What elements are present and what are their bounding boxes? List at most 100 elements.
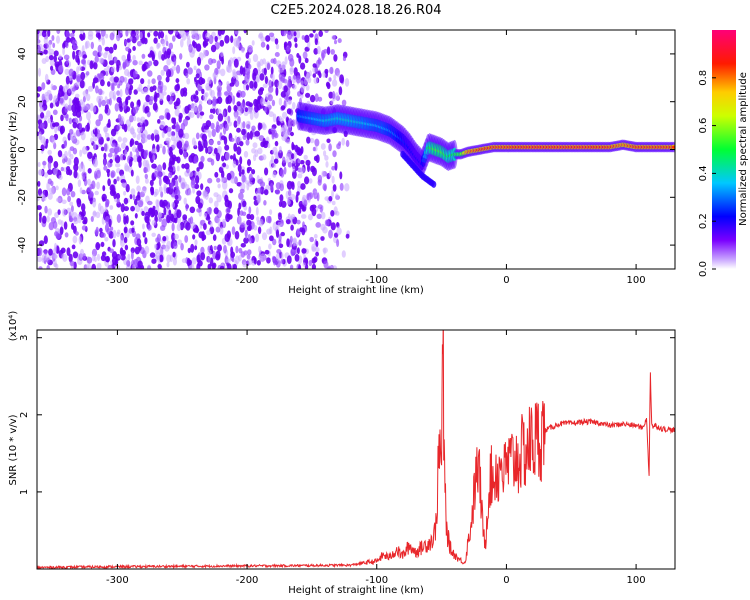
noise-speckle: [263, 67, 267, 76]
noise-speckle: [246, 213, 251, 220]
noise-speckle: [175, 179, 179, 189]
noise-speckle: [192, 40, 196, 47]
colorbar-label: Normalized spectral amplitude: [738, 72, 749, 226]
noise-speckle: [220, 135, 226, 141]
noise-speckle: [324, 30, 329, 33]
noise-speckle: [286, 45, 290, 52]
noise-speckle: [101, 193, 107, 202]
noise-speckle: [157, 31, 161, 40]
noise-speckle: [150, 189, 155, 196]
noise-speckle: [216, 108, 222, 115]
noise-speckle: [48, 248, 53, 256]
noise-speckle: [217, 183, 221, 189]
noise-speckle: [172, 251, 176, 258]
noise-speckle: [65, 75, 70, 85]
noise-speckle: [246, 132, 251, 141]
noise-speckle: [302, 194, 307, 201]
noise-speckle: [286, 238, 290, 248]
noise-speckle: [305, 159, 311, 166]
noise-speckle: [269, 235, 274, 242]
noise-speckle: [198, 161, 204, 170]
noise-speckle: [165, 76, 170, 83]
noise-speckle: [239, 156, 243, 165]
colorbar-ticks: 0.0 0.2 0.4 0.6 0.8: [698, 70, 716, 277]
noise-speckle: [119, 105, 123, 112]
noise-speckle: [261, 232, 268, 241]
noise-speckle: [256, 194, 262, 204]
noise-speckle: [108, 60, 115, 66]
noise-speckle: [175, 78, 180, 84]
noise-speckle: [163, 207, 167, 216]
noise-speckle: [109, 76, 115, 82]
noise-speckle: [186, 78, 191, 85]
noise-speckle: [43, 235, 48, 245]
noise-speckle: [194, 34, 199, 41]
noise-speckle: [263, 189, 269, 196]
noise-speckle: [47, 117, 52, 124]
noise-speckle: [109, 184, 115, 192]
noise-speckle: [82, 32, 86, 40]
noise-speckle: [97, 44, 103, 54]
noise-speckle: [309, 33, 314, 38]
noise-speckle: [48, 48, 55, 55]
noise-speckle: [109, 248, 114, 254]
noise-speckle: [157, 264, 162, 269]
noise-speckle: [168, 209, 172, 216]
noise-speckle: [326, 138, 331, 144]
colorbar-tick-label: 0.2: [698, 213, 709, 229]
noise-speckle: [281, 124, 287, 132]
noise-speckle: [89, 60, 94, 70]
noise-speckle: [219, 226, 224, 235]
noise-speckle: [195, 90, 199, 96]
noise-speckle: [163, 186, 167, 194]
noise-speckle: [180, 243, 184, 251]
noise-speckle: [144, 216, 150, 224]
noise-speckle: [55, 197, 62, 203]
noise-speckle: [46, 215, 50, 223]
noise-speckle: [115, 162, 121, 168]
noise-speckle: [227, 263, 232, 269]
noise-speckle: [204, 191, 209, 200]
noise-speckle: [254, 130, 260, 137]
noise-speckle: [245, 101, 251, 107]
noise-speckle: [171, 201, 176, 208]
noise-speckle: [96, 262, 102, 269]
noise-speckle: [188, 171, 194, 177]
noise-speckle: [229, 137, 235, 142]
noise-speckle: [62, 208, 67, 217]
noise-speckle: [324, 68, 329, 74]
noise-speckle: [164, 244, 170, 252]
noise-speckle: [53, 254, 58, 259]
noise-speckle: [38, 169, 44, 176]
noise-speckle: [149, 209, 155, 218]
noise-speckle: [132, 54, 136, 61]
noise-speckle: [64, 68, 70, 76]
noise-speckle: [283, 41, 288, 48]
noise-speckle: [44, 189, 49, 198]
noise-speckle: [256, 260, 261, 266]
noise-speckle: [222, 110, 226, 118]
noise-speckle: [43, 115, 48, 121]
noise-speckle: [242, 121, 246, 129]
noise-speckle: [53, 55, 57, 63]
noise-speckle: [276, 249, 282, 254]
noise-speckle: [114, 103, 120, 112]
noise-speckle: [153, 37, 158, 44]
noise-speckle: [124, 165, 130, 172]
signal-core: [672, 145, 675, 149]
noise-speckle: [216, 60, 221, 69]
noise-speckle: [47, 178, 52, 185]
noise-speckle: [63, 140, 67, 148]
noise-speckle: [208, 58, 213, 65]
noise-speckle: [280, 168, 285, 178]
noise-speckle: [82, 164, 86, 174]
noise-speckle: [120, 203, 125, 213]
noise-speckle: [92, 77, 99, 84]
noise-speckle: [37, 194, 41, 202]
noise-speckle: [63, 54, 70, 60]
noise-speckle: [270, 35, 276, 42]
snr-frame: [36, 329, 676, 570]
noise-speckle: [201, 88, 205, 95]
noise-speckle: [207, 206, 213, 216]
noise-speckle: [336, 239, 340, 247]
